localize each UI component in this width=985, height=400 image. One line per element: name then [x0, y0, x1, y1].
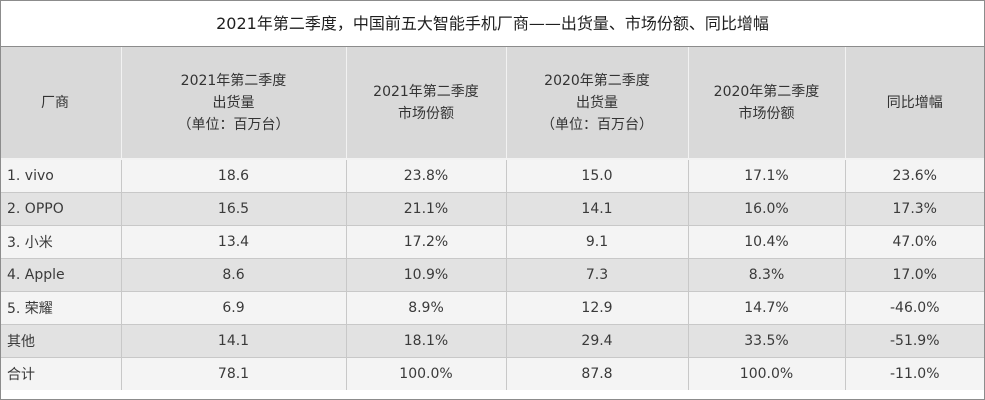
share-2021-cell: 100.0% [346, 357, 507, 390]
header-2020-q2-shipments: 2020年第二季度 出货量 （单位：百万台） [506, 47, 689, 160]
shipments-2021-cell: 6.9 [121, 291, 347, 325]
shipments-2021-cell: 78.1 [121, 357, 347, 390]
shipments-2020-cell: 7.3 [506, 258, 689, 292]
yoy-growth-cell: 47.0% [845, 225, 984, 259]
yoy-growth-cell: 17.0% [845, 258, 984, 292]
share-2021-cell: 10.9% [346, 258, 507, 292]
shipments-2020-cell: 9.1 [506, 225, 689, 259]
share-2020-cell: 8.3% [688, 258, 846, 292]
table-row: 3. 小米 13.4 17.2% 9.1 10.4% 47.0% [1, 225, 984, 259]
share-2020-cell: 33.5% [688, 324, 846, 358]
table-row: 2. OPPO 16.5 21.1% 14.1 16.0% 17.3% [1, 192, 984, 226]
shipment-table: 厂商 2021年第二季度 出货量 （单位：百万台） 2021年第二季度 市场份额… [1, 47, 984, 390]
table-title: 2021年第二季度，中国前五大智能手机厂商——出货量、市场份额、同比增幅 [1, 1, 984, 47]
share-2021-cell: 8.9% [346, 291, 507, 325]
table-row: 1. vivo 18.6 23.8% 15.0 17.1% 23.6% [1, 159, 984, 193]
vendor-cell: 5. 荣耀 [1, 291, 122, 325]
share-2020-cell: 14.7% [688, 291, 846, 325]
header-yoy-growth: 同比增幅 [845, 47, 984, 160]
shipments-2020-cell: 12.9 [506, 291, 689, 325]
shipments-2021-cell: 16.5 [121, 192, 347, 226]
vendor-cell: 2. OPPO [1, 192, 122, 226]
shipments-2021-cell: 13.4 [121, 225, 347, 259]
table-row: 其他 14.1 18.1% 29.4 33.5% -51.9% [1, 324, 984, 358]
share-2021-cell: 17.2% [346, 225, 507, 259]
share-2021-cell: 23.8% [346, 159, 507, 193]
shipments-2020-cell: 87.8 [506, 357, 689, 390]
header-vendor: 厂商 [1, 47, 122, 160]
share-2020-cell: 16.0% [688, 192, 846, 226]
share-2020-cell: 10.4% [688, 225, 846, 259]
vendor-cell: 其他 [1, 324, 122, 358]
table-row: 4. Apple 8.6 10.9% 7.3 8.3% 17.0% [1, 258, 984, 292]
table-row: 5. 荣耀 6.9 8.9% 12.9 14.7% -46.0% [1, 291, 984, 325]
yoy-growth-cell: -11.0% [845, 357, 984, 390]
share-2021-cell: 21.1% [346, 192, 507, 226]
vendor-cell: 3. 小米 [1, 225, 122, 259]
share-2021-cell: 18.1% [346, 324, 507, 358]
shipments-2020-cell: 29.4 [506, 324, 689, 358]
shipments-2021-cell: 14.1 [121, 324, 347, 358]
yoy-growth-cell: 23.6% [845, 159, 984, 193]
shipments-2020-cell: 14.1 [506, 192, 689, 226]
header-row: 厂商 2021年第二季度 出货量 （单位：百万台） 2021年第二季度 市场份额… [1, 47, 984, 160]
share-2020-cell: 100.0% [688, 357, 846, 390]
header-2021-q2-shipments: 2021年第二季度 出货量 （单位：百万台） [121, 47, 347, 160]
vendor-cell: 合计 [1, 357, 122, 390]
header-2021-q2-share: 2021年第二季度 市场份额 [346, 47, 507, 160]
shipments-2021-cell: 8.6 [121, 258, 347, 292]
yoy-growth-cell: 17.3% [845, 192, 984, 226]
yoy-growth-cell: -51.9% [845, 324, 984, 358]
shipments-2020-cell: 15.0 [506, 159, 689, 193]
header-2020-q2-share: 2020年第二季度 市场份额 [688, 47, 846, 160]
vendor-cell: 1. vivo [1, 159, 122, 193]
total-row: 合计 78.1 100.0% 87.8 100.0% -11.0% [1, 357, 984, 390]
share-2020-cell: 17.1% [688, 159, 846, 193]
yoy-growth-cell: -46.0% [845, 291, 984, 325]
shipments-2021-cell: 18.6 [121, 159, 347, 193]
vendor-cell: 4. Apple [1, 258, 122, 292]
